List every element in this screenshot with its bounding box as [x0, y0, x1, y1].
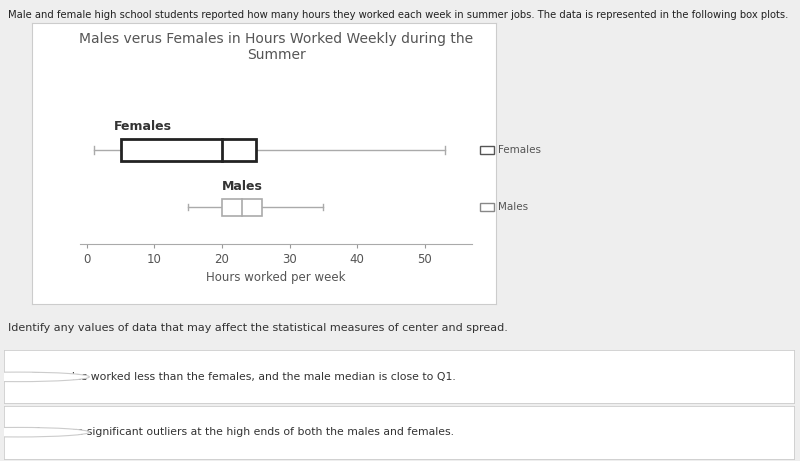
Bar: [222, 199, 262, 216]
Text: The males worked less than the females, and the male median is close to Q1.: The males worked less than the females, …: [31, 372, 456, 382]
Text: Male and female high school students reported how many hours they worked each we: Male and female high school students rep…: [8, 10, 788, 20]
Text: Males verus Females in Hours Worked Weekly during the
Summer: Males verus Females in Hours Worked Week…: [79, 32, 473, 63]
Circle shape: [0, 427, 90, 437]
Text: Females: Females: [498, 145, 542, 155]
Bar: [121, 139, 256, 161]
Text: Identify any values of data that may affect the statistical measures of center a: Identify any values of data that may aff…: [8, 323, 508, 333]
Text: Males: Males: [222, 180, 262, 193]
Circle shape: [0, 372, 90, 382]
Text: Males: Males: [498, 202, 529, 212]
X-axis label: Hours worked per week: Hours worked per week: [206, 271, 346, 284]
Text: There are significant outliers at the high ends of both the males and females.: There are significant outliers at the hi…: [31, 427, 454, 437]
Text: Females: Females: [114, 120, 172, 133]
